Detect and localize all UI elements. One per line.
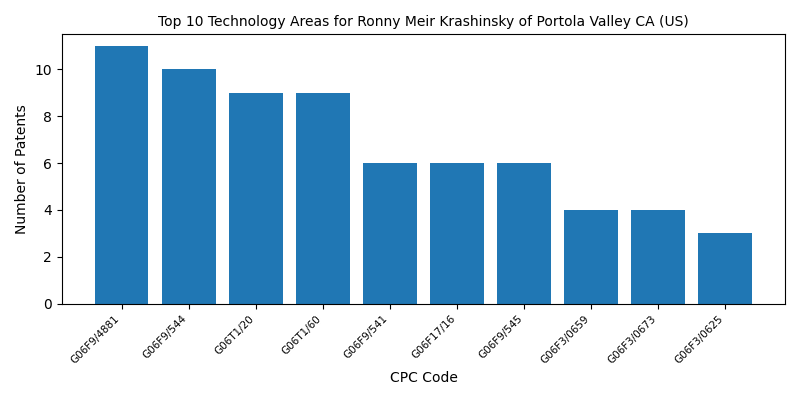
Y-axis label: Number of Patents: Number of Patents	[15, 104, 29, 234]
Bar	[430, 163, 484, 304]
Title: Top 10 Technology Areas for Ronny Meir Krashinsky of Portola Valley CA (US): Top 10 Technology Areas for Ronny Meir K…	[158, 15, 689, 29]
Bar	[564, 210, 618, 304]
Bar	[498, 163, 551, 304]
Bar	[94, 46, 149, 304]
Bar	[162, 70, 215, 304]
Bar	[698, 233, 752, 304]
X-axis label: CPC Code: CPC Code	[390, 371, 458, 385]
Bar	[296, 93, 350, 304]
Bar	[631, 210, 685, 304]
Bar	[229, 93, 282, 304]
Bar	[363, 163, 417, 304]
